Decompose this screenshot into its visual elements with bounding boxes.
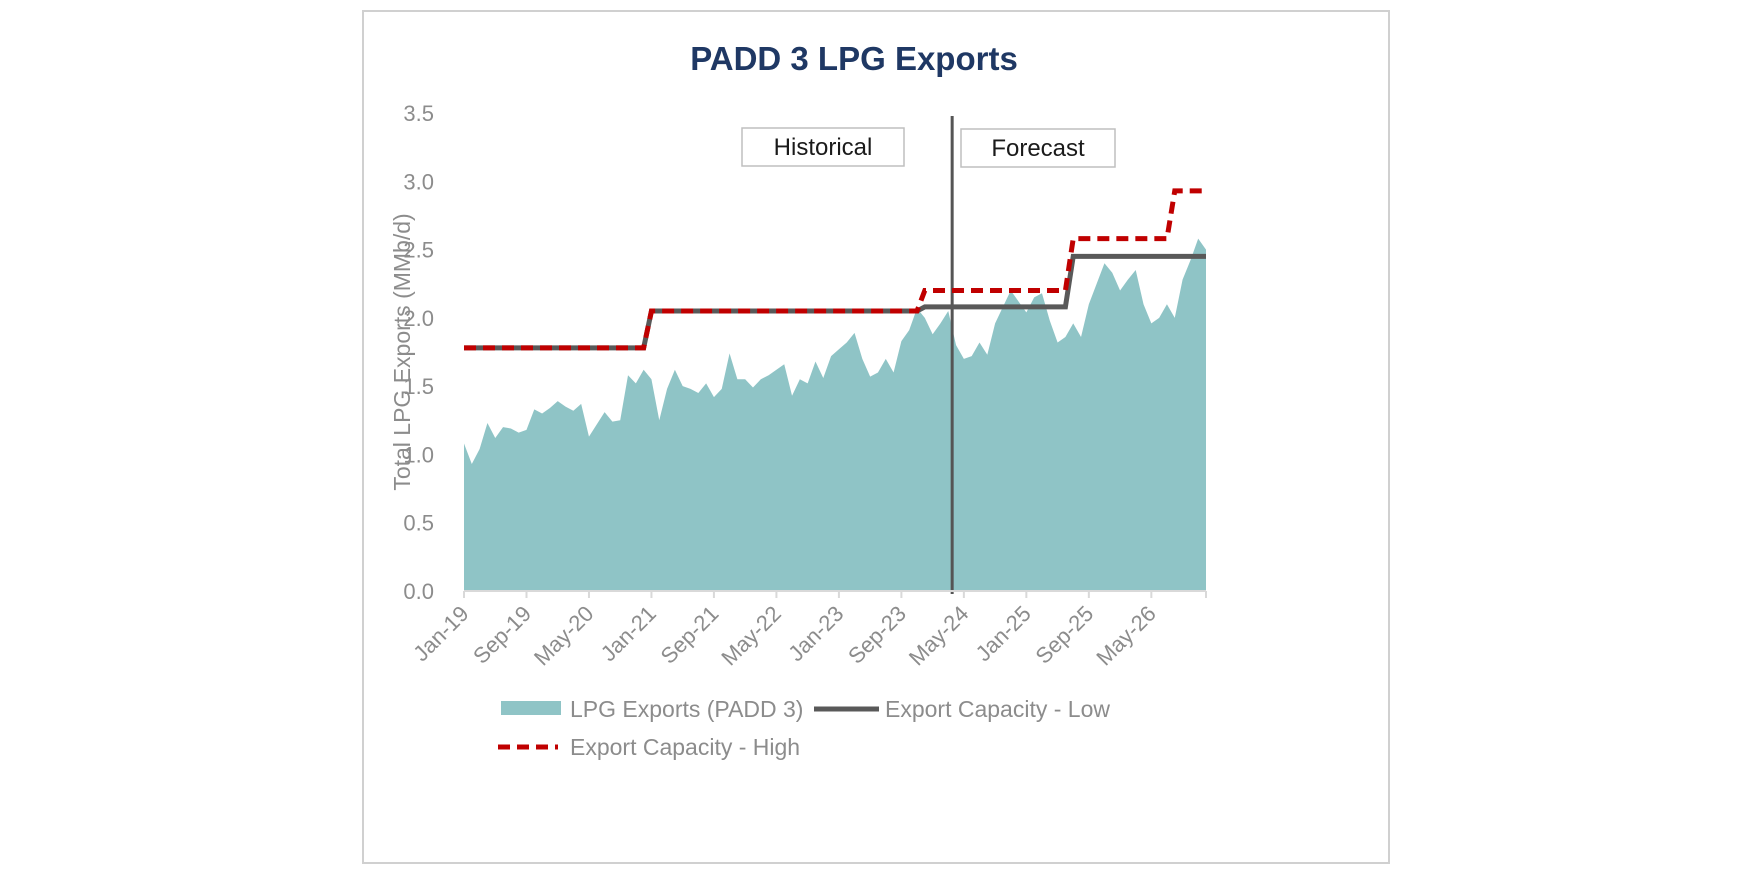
legend-item-lpg-exports: LPG Exports (PADD 3) <box>501 696 803 722</box>
y-tick-label: 2.0 <box>403 306 434 331</box>
y-tick-label: 2.5 <box>403 238 434 263</box>
annotation-historical: Historical <box>741 127 905 167</box>
legend-label: Export Capacity - High <box>570 734 800 760</box>
annotation-label: Forecast <box>991 135 1085 162</box>
x-tick-label: Jan-19 <box>408 601 473 666</box>
legend-item-capacity-low: Export Capacity - Low <box>814 696 1110 722</box>
lpg-exports-area-fill <box>464 238 1206 591</box>
annotation-forecast: Forecast <box>960 128 1116 168</box>
legend-label: LPG Exports (PADD 3) <box>570 696 803 722</box>
x-tick-label: Sep-23 <box>843 601 911 669</box>
legend-swatch-area <box>501 701 561 715</box>
x-tick-label: Sep-19 <box>468 601 536 669</box>
x-tick-label: Sep-25 <box>1031 601 1099 669</box>
x-tick-label: May-24 <box>904 601 974 671</box>
y-tick-label: 3.0 <box>403 169 434 194</box>
y-tick-label: 0.5 <box>403 511 434 536</box>
y-tick-label: 3.5 <box>403 101 434 126</box>
legend-label: Export Capacity - Low <box>885 696 1110 722</box>
legend: LPG Exports (PADD 3) Export Capacity - Lo… <box>498 696 1110 760</box>
lpg-exports-area <box>464 238 1206 591</box>
capacity-lines <box>464 188 1206 351</box>
chart-frame: PADD 3 LPG Exports Total LPG Exports (MM… <box>362 10 1390 864</box>
x-tick-label: May-22 <box>716 601 786 671</box>
x-tick-label: Jan-21 <box>596 601 661 666</box>
annotations: Historical Forecast <box>741 127 1116 168</box>
x-tick-label: Jan-23 <box>783 601 848 666</box>
x-tick-label: Jan-25 <box>971 601 1036 666</box>
x-tick-label: May-26 <box>1091 601 1161 671</box>
annotation-box <box>960 128 1116 168</box>
x-tick-label: Sep-21 <box>656 601 724 669</box>
annotation-box <box>741 127 905 167</box>
y-tick-label: 0.0 <box>403 579 434 604</box>
export-capacity-low-line <box>464 253 1206 351</box>
y-axis: 0.0 0.5 1.0 1.5 2.0 2.5 3.0 3.5 <box>403 101 434 604</box>
x-tick-label: May-20 <box>529 601 599 671</box>
y-tick-label: 1.5 <box>403 374 434 399</box>
chart-svg: PADD 3 LPG Exports Total LPG Exports (MM… <box>389 40 1207 760</box>
chart-title: PADD 3 LPG Exports <box>690 40 1018 77</box>
legend-item-capacity-high: Export Capacity - High <box>498 734 800 760</box>
x-axis: Jan-19Sep-19May-20Jan-21Sep-21May-22Jan-… <box>408 590 1207 671</box>
annotation-label: Historical <box>774 134 873 161</box>
export-capacity-high-line <box>464 188 1206 351</box>
y-axis-title: Total LPG Exports (MMb/d) <box>389 213 415 490</box>
y-tick-label: 1.0 <box>403 442 434 467</box>
